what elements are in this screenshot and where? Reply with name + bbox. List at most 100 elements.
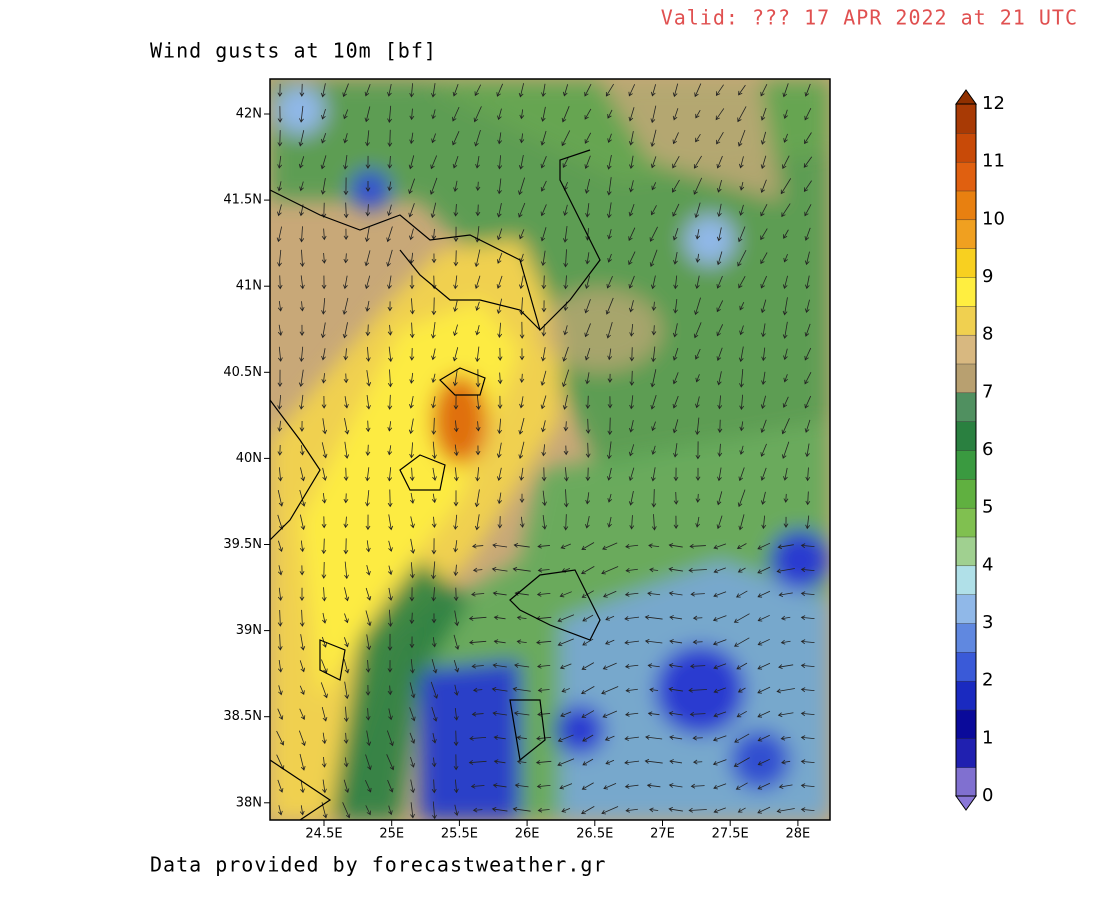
wind-arrow: [760, 131, 767, 145]
wind-arrow: [475, 204, 481, 217]
wind-arrow: [715, 108, 725, 121]
lat-label: 41N: [236, 279, 262, 294]
wind-arrow: [387, 467, 393, 482]
wind-arrow: [497, 347, 503, 361]
wind-arrow: [453, 707, 459, 721]
lat-label: 38.5N: [223, 709, 262, 724]
wind-arrow: [717, 443, 723, 457]
wind-arrow: [585, 467, 591, 482]
wind-arrow: [607, 396, 613, 409]
wind-arrow: [761, 515, 767, 530]
wind-arrow: [584, 178, 591, 194]
wind-arrow: [387, 324, 393, 336]
colorbar-segment: [955, 651, 977, 682]
lon-label: 27E: [650, 827, 675, 842]
wind-arrow: [365, 490, 370, 507]
wind-arrow: [606, 322, 613, 339]
wind-arrow: [717, 395, 723, 410]
wind-arrow: [497, 395, 503, 409]
wind-arrow: [497, 418, 503, 435]
wind-arrow: [803, 180, 812, 193]
wind-arrow: [321, 516, 327, 529]
colorbar-segment: [955, 219, 977, 249]
wind-arrow: [737, 249, 747, 267]
lon-label: 28E: [786, 827, 811, 842]
wind-arrow: [650, 156, 657, 169]
wind-arrow: [602, 662, 617, 670]
wind-arrow: [601, 686, 619, 695]
wind-arrow: [581, 662, 595, 670]
wind-arrow: [365, 346, 371, 362]
wind-arrow: [800, 639, 815, 645]
wind-arrow: [651, 514, 657, 531]
wind-arrow: [783, 229, 789, 239]
wind-arrow: [693, 155, 702, 169]
wind-arrow: [365, 540, 371, 553]
colorbar-segment: [955, 247, 977, 278]
wind-arrow: [409, 395, 414, 409]
wind-arrow: [343, 659, 350, 674]
wind-arrow: [780, 735, 791, 741]
wind-arrow: [607, 133, 612, 144]
wind-arrow: [695, 134, 701, 143]
wind-arrow: [496, 228, 503, 241]
wind-arrow: [782, 297, 788, 316]
wind-arrow: [800, 567, 815, 573]
wind-arrow: [649, 567, 659, 573]
wind-arrow: [695, 229, 701, 240]
wind-arrow: [695, 275, 700, 290]
wind-arrow: [628, 490, 634, 506]
wind-arrow: [690, 591, 705, 597]
wind-arrow: [409, 587, 415, 602]
wind-arrow: [322, 467, 328, 481]
wind-arrow: [672, 108, 679, 121]
wind-arrow: [694, 202, 701, 219]
wind-arrow: [717, 467, 722, 482]
wind-arrow: [739, 445, 745, 455]
wind-arrow: [629, 395, 634, 410]
wind-arrow: [409, 108, 415, 121]
wind-arrow: [734, 637, 750, 647]
wind-arrow: [387, 779, 394, 793]
wind-arrow: [409, 372, 415, 384]
wind-arrow: [805, 515, 811, 530]
colorbar-segment: [955, 622, 977, 653]
colorbar-label: 0: [982, 785, 993, 806]
wind-arrow: [649, 249, 658, 267]
wind-arrow: [473, 106, 482, 123]
wind-arrow: [453, 395, 459, 410]
wind-arrow: [343, 228, 349, 240]
colorbar-segment: [955, 276, 977, 307]
wind-arrow: [694, 83, 702, 98]
wind-arrow: [471, 663, 484, 669]
wind-arrow: [693, 322, 702, 339]
wind-arrow: [739, 204, 744, 216]
wind-arrow: [299, 489, 306, 507]
wind-arrow: [757, 662, 771, 670]
wind-arrow: [387, 685, 393, 696]
wind-arrow: [669, 759, 683, 764]
wind-arrow: [695, 417, 700, 436]
wind-arrow: [607, 229, 612, 240]
wind-arrow: [644, 638, 663, 644]
wind-arrow: [516, 639, 527, 645]
wind-arrow: [804, 419, 811, 433]
wind-arrow: [737, 807, 746, 813]
wind-arrow: [518, 83, 525, 98]
wind-arrow: [321, 538, 327, 555]
wind-arrow: [716, 300, 724, 313]
wind-arrow: [604, 735, 615, 741]
wind-arrow: [277, 420, 283, 432]
wind-arrow: [733, 613, 750, 623]
wind-arrow: [320, 155, 327, 170]
wind-arrow: [673, 443, 678, 458]
wind-arrow: [492, 543, 508, 548]
wind-arrow: [278, 685, 283, 696]
wind-arrow: [781, 441, 790, 459]
wind-arrow: [429, 177, 438, 195]
wind-arrow: [453, 564, 459, 577]
wind-arrow: [408, 418, 414, 435]
wind-arrow: [541, 300, 547, 313]
wind-arrow: [471, 711, 484, 717]
wind-arrow: [672, 347, 679, 361]
